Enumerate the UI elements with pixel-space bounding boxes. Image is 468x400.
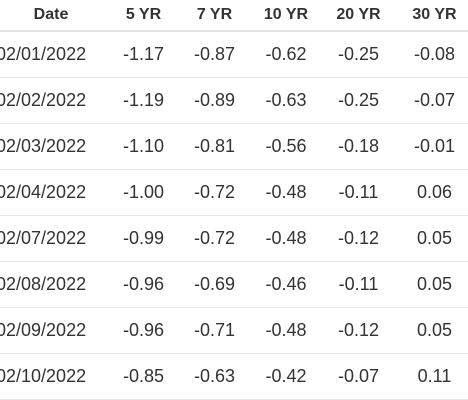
yield-5-yr-cell: -0.96	[106, 307, 181, 354]
yield-30-yr-cell: 0.05	[393, 215, 468, 262]
yield-7-yr-cell: -0.72	[181, 215, 248, 262]
table-row: 02/10/2022 -0.85 -0.63 -0.42 -0.07 0.11	[0, 353, 468, 400]
yield-20-yr-cell: -0.11	[324, 169, 393, 216]
table-body: 02/01/2022 -1.17 -0.87 -0.62 -0.25 -0.08…	[0, 31, 468, 400]
date-cell: 02/04/2022	[0, 169, 106, 216]
yield-5-yr-cell: -1.19	[106, 77, 181, 124]
header-10-yr[interactable]: 10 YR	[248, 0, 324, 32]
yield-10-yr-cell: -0.63	[248, 77, 324, 124]
yield-10-yr-cell: -0.48	[248, 169, 324, 216]
yield-30-yr-cell: -0.01	[393, 123, 468, 170]
yield-7-yr-cell: -0.63	[181, 353, 248, 400]
yield-5-yr-cell: -0.96	[106, 261, 181, 308]
yield-30-yr-cell: 0.06	[393, 169, 468, 216]
yield-5-yr-cell: -1.17	[106, 31, 181, 78]
date-cell: 02/02/2022	[0, 77, 106, 124]
yield-30-yr-cell: 0.05	[393, 261, 468, 308]
yield-7-yr-cell: -0.87	[181, 31, 248, 78]
table-row: 02/08/2022 -0.96 -0.69 -0.46 -0.11 0.05	[0, 261, 468, 308]
header-20-yr[interactable]: 20 YR	[324, 0, 393, 32]
yield-20-yr-cell: -0.12	[324, 215, 393, 262]
yield-10-yr-cell: -0.48	[248, 215, 324, 262]
table-row: 02/04/2022 -1.00 -0.72 -0.48 -0.11 0.06	[0, 169, 468, 216]
yield-5-yr-cell: -0.99	[106, 215, 181, 262]
yield-20-yr-cell: -0.18	[324, 123, 393, 170]
yield-7-yr-cell: -0.69	[181, 261, 248, 308]
yield-30-yr-cell: -0.07	[393, 77, 468, 124]
yield-7-yr-cell: -0.71	[181, 307, 248, 354]
date-cell: 02/07/2022	[0, 215, 106, 262]
date-cell: 02/01/2022	[0, 31, 106, 78]
yield-20-yr-cell: -0.25	[324, 77, 393, 124]
header-date[interactable]: Date	[0, 0, 106, 32]
yield-30-yr-cell: 0.05	[393, 307, 468, 354]
table-row: 02/09/2022 -0.96 -0.71 -0.48 -0.12 0.05	[0, 307, 468, 354]
yield-10-yr-cell: -0.62	[248, 31, 324, 78]
yield-30-yr-cell: -0.08	[393, 31, 468, 78]
yield-5-yr-cell: -1.00	[106, 169, 181, 216]
yield-20-yr-cell: -0.25	[324, 31, 393, 78]
table-row: 02/02/2022 -1.19 -0.89 -0.63 -0.25 -0.07	[0, 77, 468, 124]
header-30-yr[interactable]: 30 YR	[393, 0, 468, 32]
date-cell: 02/09/2022	[0, 307, 106, 354]
yield-7-yr-cell: -0.81	[181, 123, 248, 170]
yield-10-yr-cell: -0.42	[248, 353, 324, 400]
yield-5-yr-cell: -0.85	[106, 353, 181, 400]
yield-20-yr-cell: -0.12	[324, 307, 393, 354]
yield-20-yr-cell: -0.11	[324, 261, 393, 308]
yield-20-yr-cell: -0.07	[324, 353, 393, 400]
yield-7-yr-cell: -0.72	[181, 169, 248, 216]
yield-7-yr-cell: -0.89	[181, 77, 248, 124]
date-cell: 02/08/2022	[0, 261, 106, 308]
header-5-yr[interactable]: 5 YR	[106, 0, 181, 32]
yield-10-yr-cell: -0.48	[248, 307, 324, 354]
header-row: Date 5 YR 7 YR 10 YR 20 YR 30 YR	[0, 0, 468, 32]
yield-30-yr-cell: 0.11	[393, 353, 468, 400]
table-row: 02/01/2022 -1.17 -0.87 -0.62 -0.25 -0.08	[0, 31, 468, 78]
table-header: Date 5 YR 7 YR 10 YR 20 YR 30 YR	[0, 0, 468, 32]
yield-10-yr-cell: -0.46	[248, 261, 324, 308]
table-row: 02/03/2022 -1.10 -0.81 -0.56 -0.18 -0.01	[0, 123, 468, 170]
yield-10-yr-cell: -0.56	[248, 123, 324, 170]
date-cell: 02/10/2022	[0, 353, 106, 400]
header-7-yr[interactable]: 7 YR	[181, 0, 248, 32]
yield-5-yr-cell: -1.10	[106, 123, 181, 170]
table-row: 02/07/2022 -0.99 -0.72 -0.48 -0.12 0.05	[0, 215, 468, 262]
date-cell: 02/03/2022	[0, 123, 106, 170]
